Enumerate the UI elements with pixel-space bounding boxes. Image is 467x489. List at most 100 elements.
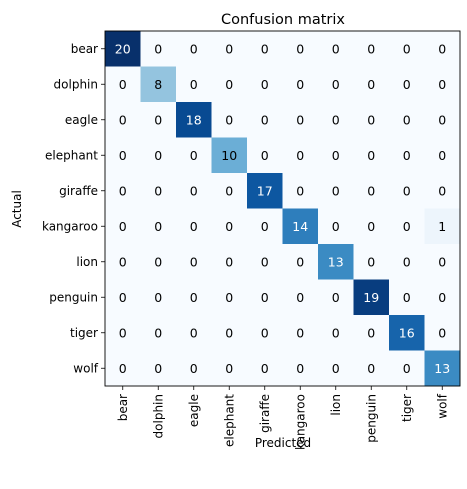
cell-value-label: 0: [119, 77, 127, 92]
cell-value-label: 0: [190, 290, 198, 305]
cell-value-label: 0: [367, 112, 375, 127]
cell-value-label: 0: [332, 290, 340, 305]
cell-value-label: 0: [154, 254, 162, 269]
cell-value-label: 0: [225, 219, 233, 234]
heatmap-cell: [389, 102, 425, 138]
heatmap-cell: [247, 137, 283, 174]
cell-value-label: 0: [261, 254, 269, 269]
y-tick-label: penguin: [49, 291, 98, 305]
heatmap-cell: [140, 137, 177, 174]
cell-value-labels: 20 0 0 0 0 0 0 0 0 00 8 0 0 0 0 0 0 0 00 0 18 0 0 0 0 0 0 00 0 0 10 0 0 0…: [115, 41, 450, 376]
y-tick-label: bear: [71, 42, 98, 56]
cell-value-label: 0: [403, 254, 411, 269]
heatmap-cell: [211, 31, 248, 67]
heatmap-cell: [105, 66, 141, 103]
cell-value-label: 0: [225, 325, 233, 340]
cell-value-label: 0: [154, 112, 162, 127]
x-tick-label: dolphin: [151, 394, 165, 438]
heatmap-cell: [318, 208, 354, 245]
heatmap-cells: [105, 31, 461, 387]
cell-value-label: 0: [261, 290, 269, 305]
cell-value-label: 0: [154, 148, 162, 163]
cell-value-label: 0: [296, 254, 304, 269]
cell-value-label: 0: [225, 41, 233, 56]
cell-value-label: 0: [332, 361, 340, 376]
heatmap-cell: [211, 244, 248, 280]
heatmap-cell: [176, 315, 212, 351]
heatmap-cell: [140, 244, 177, 280]
cell-value-label: 0: [296, 112, 304, 127]
heatmap-cell: [282, 137, 319, 174]
heatmap-cell: [247, 244, 283, 280]
heatmap-cell: [140, 315, 177, 351]
heatmap-cell: [424, 66, 461, 103]
cell-value-label: 14: [292, 219, 308, 234]
cell-value-label: 0: [190, 325, 198, 340]
heatmap-cell: [282, 173, 319, 209]
cell-value-label: 0: [332, 325, 340, 340]
cell-value-label: 0: [332, 112, 340, 127]
x-axis-ticks: bear dolphin eagle elephant giraffe kangaroo l…: [116, 386, 449, 450]
heatmap-cell: [176, 350, 212, 387]
heatmap-cell: [247, 102, 283, 138]
cell-value-label: 0: [261, 361, 269, 376]
cell-value-label: 0: [332, 148, 340, 163]
cell-value-label: 0: [403, 77, 411, 92]
heatmap-cell: [318, 244, 354, 280]
heatmap-cell: [318, 279, 354, 316]
heatmap-cell: [247, 208, 283, 245]
heatmap-cell: [389, 31, 425, 67]
y-tick-label: giraffe: [59, 184, 98, 198]
heatmap-cell: [424, 31, 461, 67]
heatmap-cell: [105, 208, 141, 245]
heatmap-cell: [389, 208, 425, 245]
cell-value-label: 0: [154, 325, 162, 340]
cell-value-label: 0: [438, 148, 446, 163]
heatmap-cell: [318, 315, 354, 351]
heatmap-cell: [424, 279, 461, 316]
cell-value-label: 0: [438, 77, 446, 92]
heatmap-cell: [282, 350, 319, 387]
heatmap-cell: [211, 315, 248, 351]
cell-value-label: 0: [154, 361, 162, 376]
cell-value-label: 0: [190, 219, 198, 234]
heatmap-cell: [211, 137, 248, 174]
heatmap-cell: [140, 208, 177, 245]
cell-value-label: 0: [190, 254, 198, 269]
heatmap-cell: [353, 31, 390, 67]
heatmap-cell: [211, 208, 248, 245]
cell-value-label: 0: [403, 183, 411, 198]
heatmap-cell: [105, 173, 141, 209]
heatmap-cell: [389, 315, 425, 351]
heatmap-cell: [105, 315, 141, 351]
cell-value-label: 0: [225, 290, 233, 305]
x-tick-label: kangaroo: [293, 394, 307, 450]
x-tick-label: giraffe: [258, 394, 272, 433]
heatmap-cell: [389, 244, 425, 280]
heatmap-cell: [211, 350, 248, 387]
heatmap-cell: [318, 66, 354, 103]
cell-value-label: 0: [438, 290, 446, 305]
heatmap-cell: [247, 173, 283, 209]
cell-value-label: 0: [403, 41, 411, 56]
heatmap-cell: [424, 350, 461, 387]
x-tick-label: eagle: [187, 394, 201, 427]
cell-value-label: 0: [225, 254, 233, 269]
cell-value-label: 13: [328, 254, 344, 269]
heatmap-cell: [282, 31, 319, 67]
cell-value-label: 0: [119, 183, 127, 198]
heatmap-cell: [176, 137, 212, 174]
heatmap-cell: [247, 66, 283, 103]
cell-value-label: 0: [190, 41, 198, 56]
heatmap-cell: [389, 350, 425, 387]
cell-value-label: 0: [261, 219, 269, 234]
y-tick-label: kangaroo: [42, 220, 98, 234]
heatmap-cell: [353, 66, 390, 103]
x-tick-label: bear: [116, 394, 130, 421]
heatmap-cell: [247, 31, 283, 67]
cell-value-label: 0: [119, 112, 127, 127]
cell-value-label: 13: [434, 361, 450, 376]
chart-title: Confusion matrix: [221, 12, 345, 28]
heatmap-cell: [353, 315, 390, 351]
cell-value-label: 0: [190, 361, 198, 376]
